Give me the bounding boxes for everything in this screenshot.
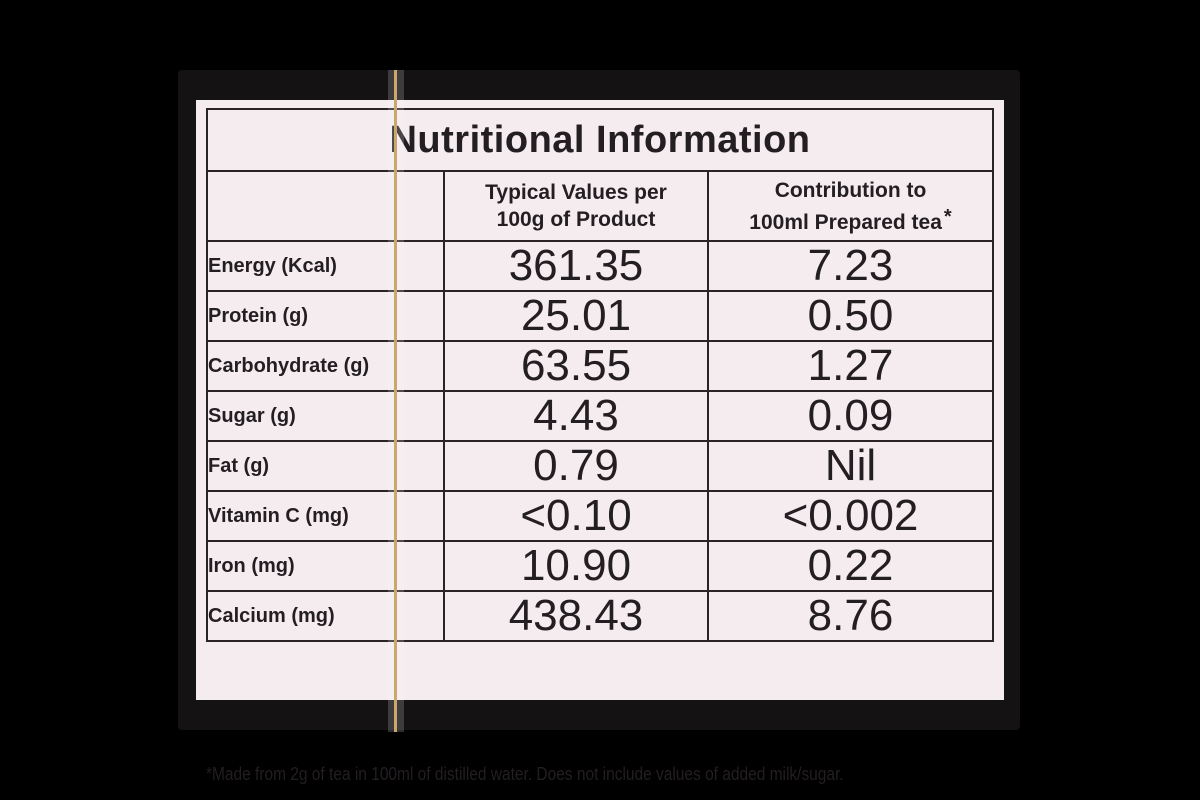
table-row: Calcium (mg) 438.43 8.76 <box>208 590 992 640</box>
header-per-100g: Typical Values per 100g of Product <box>443 172 709 242</box>
table-row: Vitamin C (mg) <0.10 <0.002 <box>208 490 992 542</box>
value-per-100ml: 0.09 <box>707 390 992 442</box>
value-per-100g: 438.43 <box>443 590 709 640</box>
nutrition-label: Nutritional Information Typical Values p… <box>196 100 1004 784</box>
nutrition-table: Typical Values per 100g of Product Contr… <box>208 172 992 640</box>
header-per-100g-line2: 100g of Product <box>496 208 656 231</box>
nutrient-name: Sugar (g) <box>208 390 445 442</box>
table-row: Iron (mg) 10.90 0.22 <box>208 540 992 592</box>
nutrient-name: Iron (mg) <box>208 540 445 592</box>
nutrition-title: Nutritional Information <box>208 110 992 172</box>
table-row: Energy (Kcal) 361.35 7.23 <box>208 240 992 292</box>
value-per-100g: 361.35 <box>443 240 709 292</box>
value-per-100g: <0.10 <box>443 490 709 542</box>
value-per-100ml: Nil <box>707 440 992 492</box>
nutrient-name: Fat (g) <box>208 440 445 492</box>
value-per-100ml: 7.23 <box>707 240 992 292</box>
value-per-100g: 4.43 <box>443 390 709 442</box>
table-row: Carbohydrate (g) 63.55 1.27 <box>208 340 992 392</box>
nutrient-name: Carbohydrate (g) <box>208 340 445 392</box>
table-header-row: Typical Values per 100g of Product Contr… <box>208 172 992 242</box>
header-empty-cell <box>208 172 445 242</box>
nutrient-name: Protein (g) <box>208 290 445 342</box>
footnote-marker: * <box>943 205 952 228</box>
value-per-100g: 10.90 <box>443 540 709 592</box>
nutrition-table-frame: Nutritional Information Typical Values p… <box>206 108 994 642</box>
nutrient-name: Vitamin C (mg) <box>208 490 445 542</box>
header-per-100ml-line2-wrap: 100ml Prepared tea * <box>709 204 992 236</box>
value-per-100ml: 0.22 <box>707 540 992 592</box>
header-per-100ml-line2: 100ml Prepared tea <box>749 210 942 234</box>
value-per-100g: 25.01 <box>443 290 709 342</box>
footnote: *Made from 2g of tea in 100ml of distill… <box>206 764 844 784</box>
nutrient-name: Energy (Kcal) <box>208 240 445 292</box>
table-row: Protein (g) 25.01 0.50 <box>208 290 992 342</box>
header-per-100g-line1: Typical Values per <box>485 181 667 204</box>
value-per-100ml: 1.27 <box>707 340 992 392</box>
value-per-100ml: 0.50 <box>707 290 992 342</box>
value-per-100g: 0.79 <box>443 440 709 492</box>
header-per-100ml: Contribution to 100ml Prepared tea * <box>707 172 992 242</box>
table-row: Sugar (g) 4.43 0.09 <box>208 390 992 442</box>
value-per-100ml: 8.76 <box>707 590 992 640</box>
header-per-100ml-line1: Contribution to <box>774 178 927 202</box>
nutrient-name: Calcium (mg) <box>208 590 445 640</box>
table-row: Fat (g) 0.79 Nil <box>208 440 992 492</box>
value-per-100ml: <0.002 <box>707 490 992 542</box>
value-per-100g: 63.55 <box>443 340 709 392</box>
